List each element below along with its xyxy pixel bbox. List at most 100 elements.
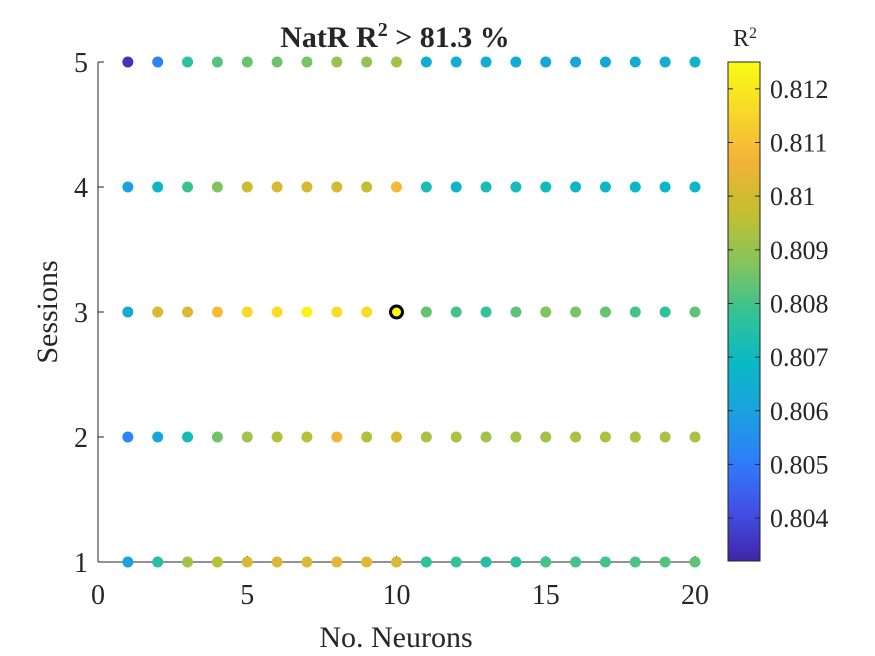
- data-point: [599, 431, 611, 443]
- data-point: [152, 306, 164, 318]
- data-point: [689, 556, 701, 568]
- colorbar-label-superscript: 2: [749, 25, 757, 42]
- data-point: [331, 306, 343, 318]
- data-point: [152, 431, 164, 443]
- data-point: [361, 56, 373, 68]
- data-point: [122, 556, 134, 568]
- x-tick-label: 10: [383, 580, 411, 611]
- data-point: [689, 56, 701, 68]
- y-tick-label: 4: [74, 173, 88, 204]
- colorbar-tick-label: 0.807: [770, 343, 829, 372]
- data-point: [629, 431, 641, 443]
- data-point: [301, 556, 313, 568]
- data-point: [301, 56, 313, 68]
- data-point: [301, 181, 313, 193]
- data-point: [331, 556, 343, 568]
- data-point: [331, 431, 343, 443]
- colorbar-gradient: [727, 61, 761, 562]
- colorbar: 0.804 0.805 0.806 0.807 0.808 0.809 0.81 0.811 0…: [727, 25, 829, 562]
- data-point: [540, 56, 552, 68]
- data-point: [361, 181, 373, 193]
- data-point: [301, 431, 313, 443]
- chart-title: NatR R2 > 81.3 %: [280, 19, 510, 54]
- data-point: [689, 431, 701, 443]
- data-point: [420, 306, 432, 318]
- y-tick-label: 2: [74, 423, 88, 454]
- data-point: [540, 556, 552, 568]
- data-point: [241, 556, 253, 568]
- data-point: [211, 56, 223, 68]
- colorbar-tick-label: 0.81: [770, 182, 816, 211]
- data-point: [540, 181, 552, 193]
- data-point: [510, 56, 522, 68]
- data-point: [122, 181, 134, 193]
- data-point: [331, 56, 343, 68]
- data-point: [450, 431, 462, 443]
- data-point: [599, 306, 611, 318]
- x-tick-label: 15: [532, 580, 560, 611]
- data-point: [599, 56, 611, 68]
- data-point: [659, 556, 671, 568]
- data-points: [122, 56, 701, 568]
- data-point: [570, 306, 582, 318]
- data-point: [510, 556, 522, 568]
- data-point: [182, 56, 194, 68]
- data-point: [599, 556, 611, 568]
- chart-title-superscript: 2: [378, 19, 388, 41]
- data-point: [480, 181, 492, 193]
- data-point: [510, 181, 522, 193]
- data-point: [391, 181, 402, 193]
- x-ticks: 0 5 10 15 20: [91, 556, 709, 611]
- data-point: [570, 56, 582, 68]
- data-point: [510, 431, 522, 443]
- data-point: [182, 431, 194, 443]
- data-point: [211, 181, 223, 193]
- data-point: [570, 431, 582, 443]
- y-tick-label: 1: [74, 548, 88, 579]
- colorbar-tick-label: 0.808: [770, 289, 829, 318]
- data-point: [182, 181, 194, 193]
- data-point: [450, 556, 462, 568]
- colorbar-tick-label: 0.804: [770, 504, 829, 533]
- data-point: [689, 181, 701, 193]
- data-point: [480, 306, 492, 318]
- data-point: [331, 181, 343, 193]
- data-point: [182, 306, 194, 318]
- data-point: [152, 556, 164, 568]
- colorbar-label: R2: [733, 25, 757, 53]
- data-point: [391, 56, 402, 68]
- colorbar-tick-label: 0.812: [770, 75, 829, 104]
- data-point: [211, 306, 223, 318]
- data-point: [510, 306, 522, 318]
- data-point: [629, 56, 641, 68]
- data-point: [391, 556, 402, 568]
- highlight-layer: [389, 304, 404, 320]
- data-point: [689, 306, 701, 318]
- data-point: [241, 431, 253, 443]
- data-point: [480, 431, 492, 443]
- data-point: [182, 556, 194, 568]
- data-point: [659, 56, 671, 68]
- data-point: [271, 556, 283, 568]
- data-point: [271, 181, 283, 193]
- x-tick-label: 20: [681, 580, 709, 611]
- data-point: [361, 306, 373, 318]
- data-point: [211, 431, 223, 443]
- data-point: [122, 306, 134, 318]
- y-ticks: 1 2 3 4 5: [74, 48, 104, 579]
- data-point: [271, 306, 283, 318]
- data-point: [540, 431, 552, 443]
- plot-area: 0 5 10 15 20 1 2 3 4 5: [74, 48, 709, 611]
- data-point: [480, 556, 492, 568]
- x-tick-label: 0: [91, 580, 105, 611]
- data-point: [599, 181, 611, 193]
- y-tick-label: 5: [74, 48, 88, 79]
- data-point: [450, 181, 462, 193]
- highlight-marker: [389, 304, 404, 320]
- data-point: [659, 306, 671, 318]
- data-point: [152, 181, 164, 193]
- data-point: [361, 431, 373, 443]
- colorbar-tick-label: 0.809: [770, 236, 829, 265]
- data-point: [420, 181, 432, 193]
- data-point: [659, 181, 671, 193]
